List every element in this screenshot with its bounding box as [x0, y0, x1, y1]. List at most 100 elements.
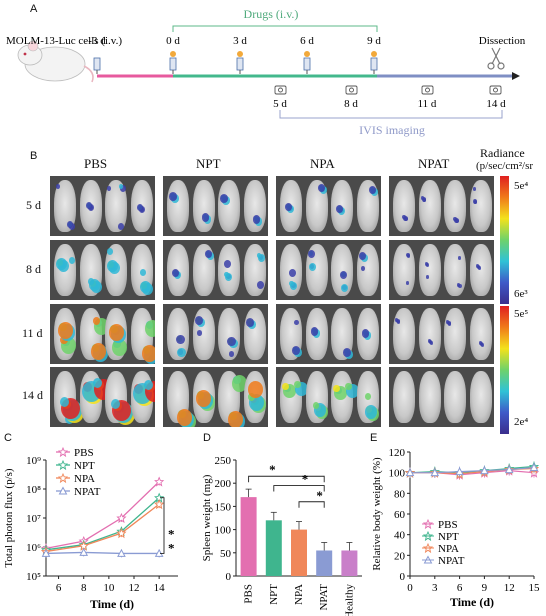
colorbar-title: (p/sec/cm²/sr: [476, 160, 534, 172]
y-tick-label: 20: [394, 550, 406, 562]
mouse-image: [444, 308, 466, 360]
significance-star: *: [168, 540, 175, 555]
signal-spot: [256, 281, 264, 289]
group-label: NPA: [310, 156, 335, 171]
x-tick-label: 14: [154, 582, 166, 594]
signal-spot: [341, 284, 348, 292]
mouse-image: [167, 308, 189, 360]
signal-spot: [107, 260, 118, 273]
mouse-image: [393, 244, 415, 296]
mouse-image: [243, 180, 266, 232]
y-tick-label: 0: [226, 571, 232, 583]
ivis-image: [50, 176, 155, 236]
mouse-image: [192, 180, 215, 232]
x-axis-label: Time (d): [90, 597, 134, 611]
mouse-image: [469, 371, 492, 423]
ivis-image: [276, 176, 381, 236]
signal-spot: [294, 381, 301, 389]
mouse-image: [418, 244, 441, 296]
day-label: 0 d: [166, 35, 180, 47]
cells-label: MOLM-13-Luc cells (i.v.): [6, 35, 122, 47]
mouse-image: [469, 180, 492, 232]
signal-spot: [143, 380, 153, 390]
ivis-image: [163, 176, 268, 236]
ivis-image: [389, 367, 494, 427]
significance-star: *: [302, 472, 309, 487]
mouse-image: [418, 308, 441, 360]
series-line-npt: [45, 497, 160, 551]
x-tick-label: 9: [482, 582, 488, 594]
bar-healthy: [341, 550, 358, 576]
colorbar-min-label: 6e³: [514, 288, 528, 300]
row-day-label: 11 d: [22, 326, 43, 340]
data-point: [455, 467, 464, 476]
signal-spot: [345, 383, 352, 391]
significance-star: *: [269, 462, 276, 477]
y-tick-label: 10⁸: [26, 484, 41, 496]
data-point: [504, 465, 514, 474]
signal-spot: [292, 346, 300, 355]
signal-spot: [457, 283, 461, 287]
panel-label-a: A: [30, 3, 38, 15]
signal-spot: [204, 250, 212, 258]
imaging-bracket: [279, 110, 503, 119]
bar-npt: [265, 520, 282, 576]
signal-spot: [225, 273, 232, 281]
mouse-image: [54, 180, 76, 232]
signal-spot: [92, 317, 100, 326]
mouse-image: [218, 180, 240, 232]
mouse-image: [418, 180, 441, 232]
ivis-image: [50, 304, 155, 364]
data-point: [154, 499, 165, 510]
signal-spot: [317, 184, 325, 192]
signal-spot: [224, 260, 231, 268]
colorbar-top: [500, 176, 509, 304]
mouse-image: [469, 244, 492, 296]
signal-spot: [139, 281, 151, 294]
signal-spot: [56, 184, 61, 189]
signal-spot: [421, 197, 427, 203]
series-line-npa: [45, 503, 160, 553]
y-axis-label: Total photon flux (p/s): [3, 468, 15, 567]
y-tick-label: 150: [215, 501, 232, 513]
mouse-image: [243, 308, 266, 360]
day-label: 11 d: [418, 98, 437, 110]
x-tick-label: 10: [103, 582, 115, 594]
y-tick-label: 60: [394, 509, 406, 521]
signal-spot: [139, 269, 146, 276]
bar-pbs: [240, 497, 257, 576]
day-label: 6 d: [300, 35, 314, 47]
y-tick-label: 100: [215, 525, 232, 537]
signal-spot: [228, 411, 243, 427]
signal-spot: [336, 205, 343, 213]
signal-spot: [420, 196, 425, 200]
signal-spot: [90, 343, 106, 360]
signal-spot: [364, 405, 378, 419]
ivis-image: [389, 176, 494, 236]
body-weight-chart: 0 20 40 60 80 100 120 0 3 6 9 12 15 Time (d) Relative …: [371, 447, 540, 609]
signal-spot: [107, 248, 113, 255]
signal-spot: [87, 278, 94, 285]
signal-spot: [402, 215, 406, 219]
scissors-icon: [487, 47, 505, 70]
signal-spot: [256, 253, 261, 258]
signal-spot: [112, 339, 127, 356]
signal-spot: [67, 221, 74, 228]
data-point: [116, 512, 127, 524]
bar-npa: [291, 529, 307, 576]
x-tick-label: 12: [129, 582, 140, 594]
signal-spot: [285, 203, 292, 211]
colorbar-bottom: [500, 306, 509, 434]
mouse-image: [167, 180, 189, 232]
y-tick-label: 120: [389, 447, 406, 459]
mouse-image: [331, 244, 353, 296]
ivis-image: [389, 240, 494, 300]
signal-spot: [177, 348, 186, 358]
day-label: 14 d: [486, 98, 506, 110]
signal-spot: [247, 381, 263, 398]
ivis-image: [389, 304, 494, 364]
signal-spot: [368, 186, 376, 194]
legend-label: NPAT: [74, 486, 101, 498]
colorbar-max-label: 5e⁵: [514, 308, 529, 320]
